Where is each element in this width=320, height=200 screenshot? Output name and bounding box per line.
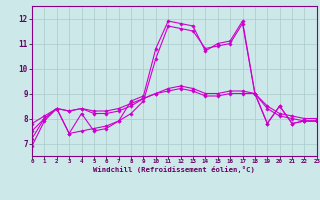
X-axis label: Windchill (Refroidissement éolien,°C): Windchill (Refroidissement éolien,°C) (93, 166, 255, 173)
